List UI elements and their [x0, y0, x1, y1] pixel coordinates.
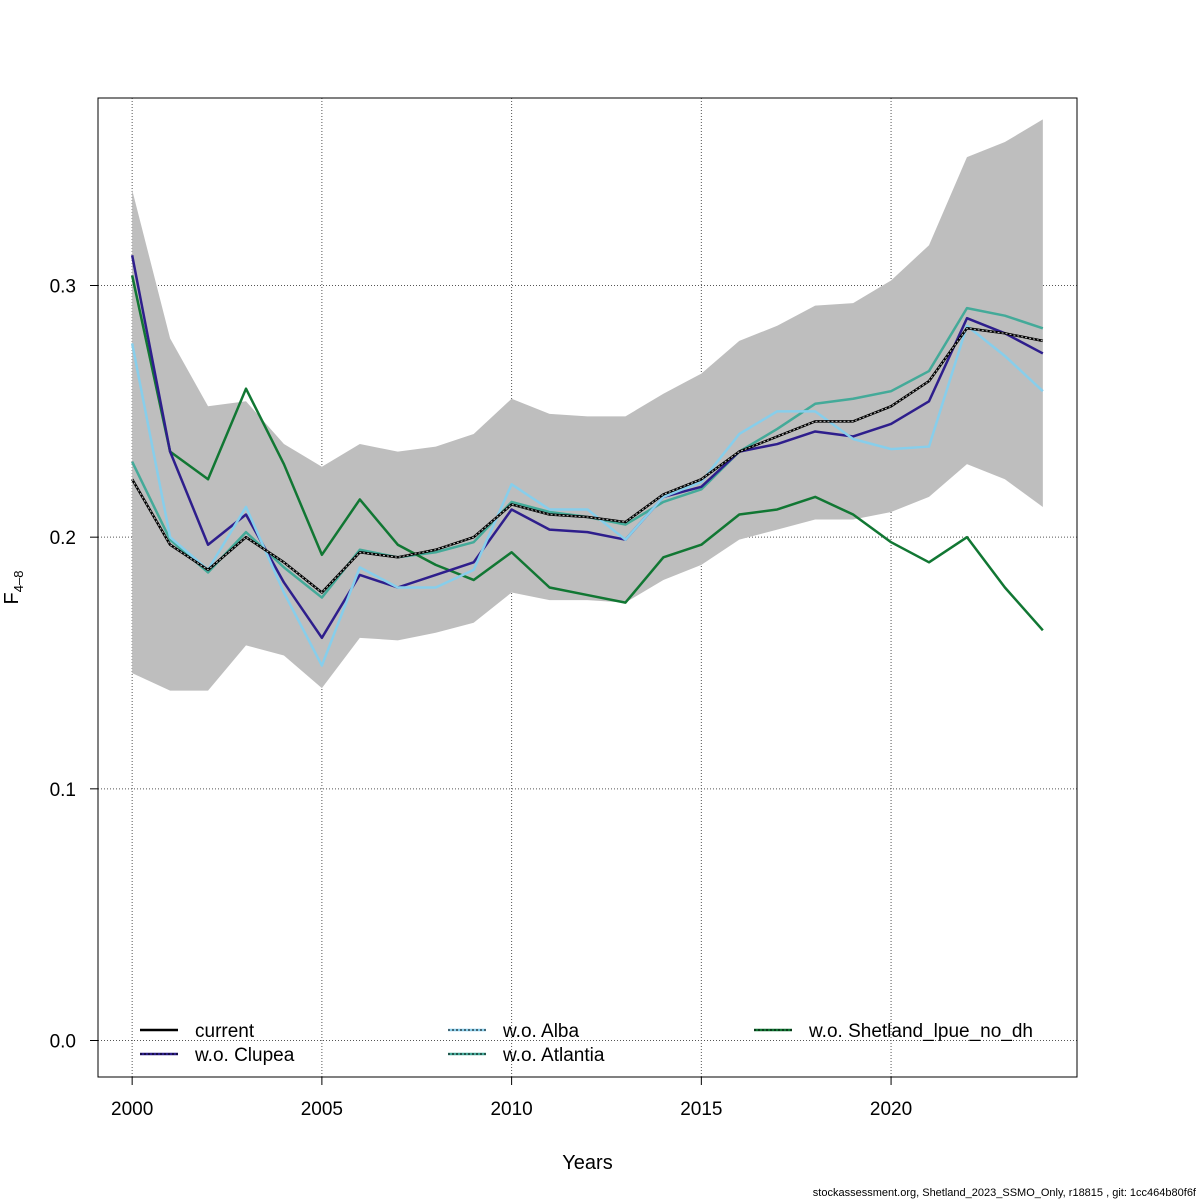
series-lines-group	[130, 255, 1044, 667]
legend-label: w.o. Shetland_lpue_no_dh	[808, 1021, 1033, 1042]
x-tick-label: 2000	[111, 1099, 153, 1120]
x-tick-label: 2020	[870, 1099, 912, 1120]
confidence-band	[132, 119, 1043, 691]
series-line-w-o-clupea	[130, 255, 1044, 640]
y-axis-title: F4–8	[1, 571, 26, 605]
plot-frame	[97, 97, 1078, 1078]
x-tick-label: 2005	[301, 1099, 343, 1120]
legend: current w.o. Clupea w.o. Alba w.o. Atlantia…	[140, 1021, 1033, 1066]
legend-label: current	[195, 1021, 255, 1042]
y-axis: 0.0 0.1 0.2 0.3	[50, 276, 98, 1053]
series-line-w-o-alba	[130, 324, 1044, 667]
series-line-w-o-shetland-lpue-no-dh	[130, 275, 1044, 632]
legend-label: w.o. Clupea	[194, 1045, 295, 1066]
y-tick-label: 0.3	[50, 276, 76, 297]
x-tick-label: 2015	[680, 1099, 722, 1120]
y-tick-label: 0.1	[50, 780, 76, 801]
y-axis-title-subscript: 4–8	[11, 571, 26, 593]
y-axis-title-main: F	[1, 592, 23, 604]
y-tick-label: 0.2	[50, 528, 76, 549]
x-axis-title: Years	[562, 1152, 612, 1174]
legend-label: w.o. Atlantia	[502, 1045, 605, 1066]
confidence-band-group	[132, 119, 1043, 691]
x-tick-label: 2010	[490, 1099, 532, 1120]
series-line-current-dashes	[131, 327, 1043, 594]
x-axis: 2000 2005 2010 2015 2020	[111, 1077, 912, 1120]
legend-label: w.o. Alba	[502, 1021, 579, 1042]
y-tick-label: 0.0	[50, 1032, 76, 1053]
footer-credit: stockassessment.org, Shetland_2023_SSMO_…	[813, 1187, 1197, 1199]
